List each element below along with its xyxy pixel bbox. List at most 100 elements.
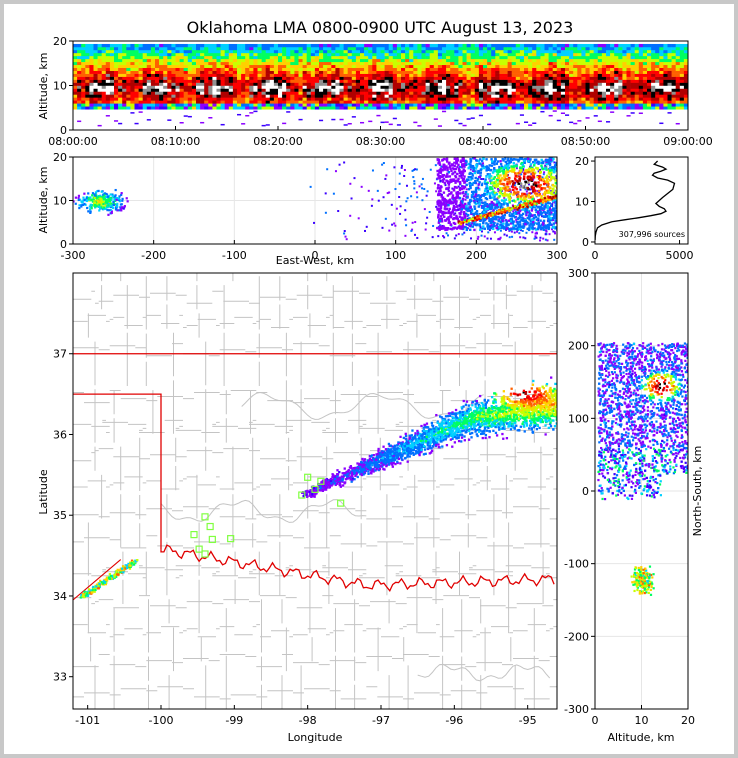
source-cell xyxy=(483,70,488,74)
source-cell xyxy=(401,49,406,54)
source-cell xyxy=(614,103,619,107)
source-cell xyxy=(659,100,664,104)
source-cell xyxy=(384,106,389,110)
source-cell xyxy=(614,106,619,110)
source-cell xyxy=(298,76,303,80)
source-cell xyxy=(105,61,111,66)
source-cell xyxy=(269,91,275,95)
source-cell xyxy=(438,163,442,167)
source-cell xyxy=(388,61,394,66)
source-cell xyxy=(478,61,484,66)
source-cell xyxy=(118,64,123,68)
source-cell xyxy=(163,94,168,98)
source-cell xyxy=(73,76,78,80)
source-cell xyxy=(433,106,439,110)
source-cell xyxy=(532,70,537,74)
source-cell xyxy=(630,55,635,60)
source-cell xyxy=(191,52,197,57)
source-cell xyxy=(651,61,656,66)
source-cell xyxy=(103,198,106,201)
source-cell xyxy=(357,217,360,220)
source-cell xyxy=(237,85,242,89)
source-cell xyxy=(196,70,201,74)
source-cell xyxy=(364,97,369,101)
source-cell xyxy=(647,82,652,86)
source-cell xyxy=(200,82,205,86)
source-cell xyxy=(565,114,570,116)
source-cell xyxy=(606,82,611,86)
source-cell xyxy=(335,64,340,68)
source-cell xyxy=(675,49,681,54)
source-cell xyxy=(442,225,445,228)
source-cell xyxy=(241,70,246,74)
source-cell xyxy=(269,58,275,63)
source-cell xyxy=(384,82,389,86)
source-cell xyxy=(519,97,525,101)
source-cell xyxy=(81,52,86,57)
source-cell xyxy=(461,233,464,236)
source-cell xyxy=(101,85,107,89)
source-cell xyxy=(556,85,562,89)
source-cell xyxy=(511,100,517,104)
source-cell xyxy=(393,166,396,169)
source-cell xyxy=(319,100,324,104)
source-cell xyxy=(458,67,463,71)
source-cell xyxy=(372,91,377,95)
source-cell xyxy=(155,94,160,98)
source-cell xyxy=(531,161,535,164)
source-cell xyxy=(528,73,533,77)
source-cell xyxy=(638,79,644,83)
source-cell xyxy=(487,46,492,51)
source-cell xyxy=(191,46,197,51)
source-cell xyxy=(511,170,514,173)
source-cell xyxy=(569,106,574,110)
source-cell xyxy=(372,49,377,54)
source-cell xyxy=(122,91,127,95)
source-cell xyxy=(343,88,348,92)
source-cell xyxy=(347,61,353,66)
source-cell xyxy=(679,76,685,80)
source-cell xyxy=(122,207,125,210)
source-cell xyxy=(85,49,90,54)
source-cell xyxy=(446,70,451,74)
source-cell xyxy=(524,52,529,57)
source-cell xyxy=(442,235,445,238)
source-cell xyxy=(302,97,307,101)
source-cell xyxy=(556,82,562,86)
source-cell xyxy=(622,58,627,63)
source-cell xyxy=(347,70,353,74)
source-cell xyxy=(159,61,164,66)
source-cell xyxy=(183,106,189,110)
source-cell xyxy=(99,207,102,210)
source-cell xyxy=(511,67,517,71)
source-cell xyxy=(573,55,578,60)
source-cell xyxy=(159,88,164,92)
source-cell xyxy=(431,236,434,239)
source-cell xyxy=(314,55,320,60)
source-cell xyxy=(488,173,492,176)
source-cell xyxy=(511,79,517,83)
source-cell xyxy=(524,43,529,48)
source-cell xyxy=(413,67,418,71)
source-cell xyxy=(310,100,316,104)
source-cell xyxy=(77,55,82,60)
source-cell xyxy=(478,94,484,98)
source-cell xyxy=(314,91,320,95)
source-cell xyxy=(294,70,299,74)
source-cell xyxy=(601,94,607,98)
source-cell xyxy=(524,88,529,92)
source-cell xyxy=(146,64,152,68)
source-cell xyxy=(499,163,503,166)
source-cell xyxy=(618,79,623,83)
source-cell xyxy=(606,64,611,68)
source-cell xyxy=(577,120,582,122)
source-cell xyxy=(278,91,283,95)
source-cell xyxy=(314,82,320,86)
source-cell xyxy=(94,193,97,196)
source-cell xyxy=(667,76,672,80)
source-cell xyxy=(200,43,205,48)
source-cell xyxy=(606,43,611,48)
source-cell xyxy=(601,76,607,80)
source-cell xyxy=(524,106,529,110)
source-cell xyxy=(601,85,607,89)
